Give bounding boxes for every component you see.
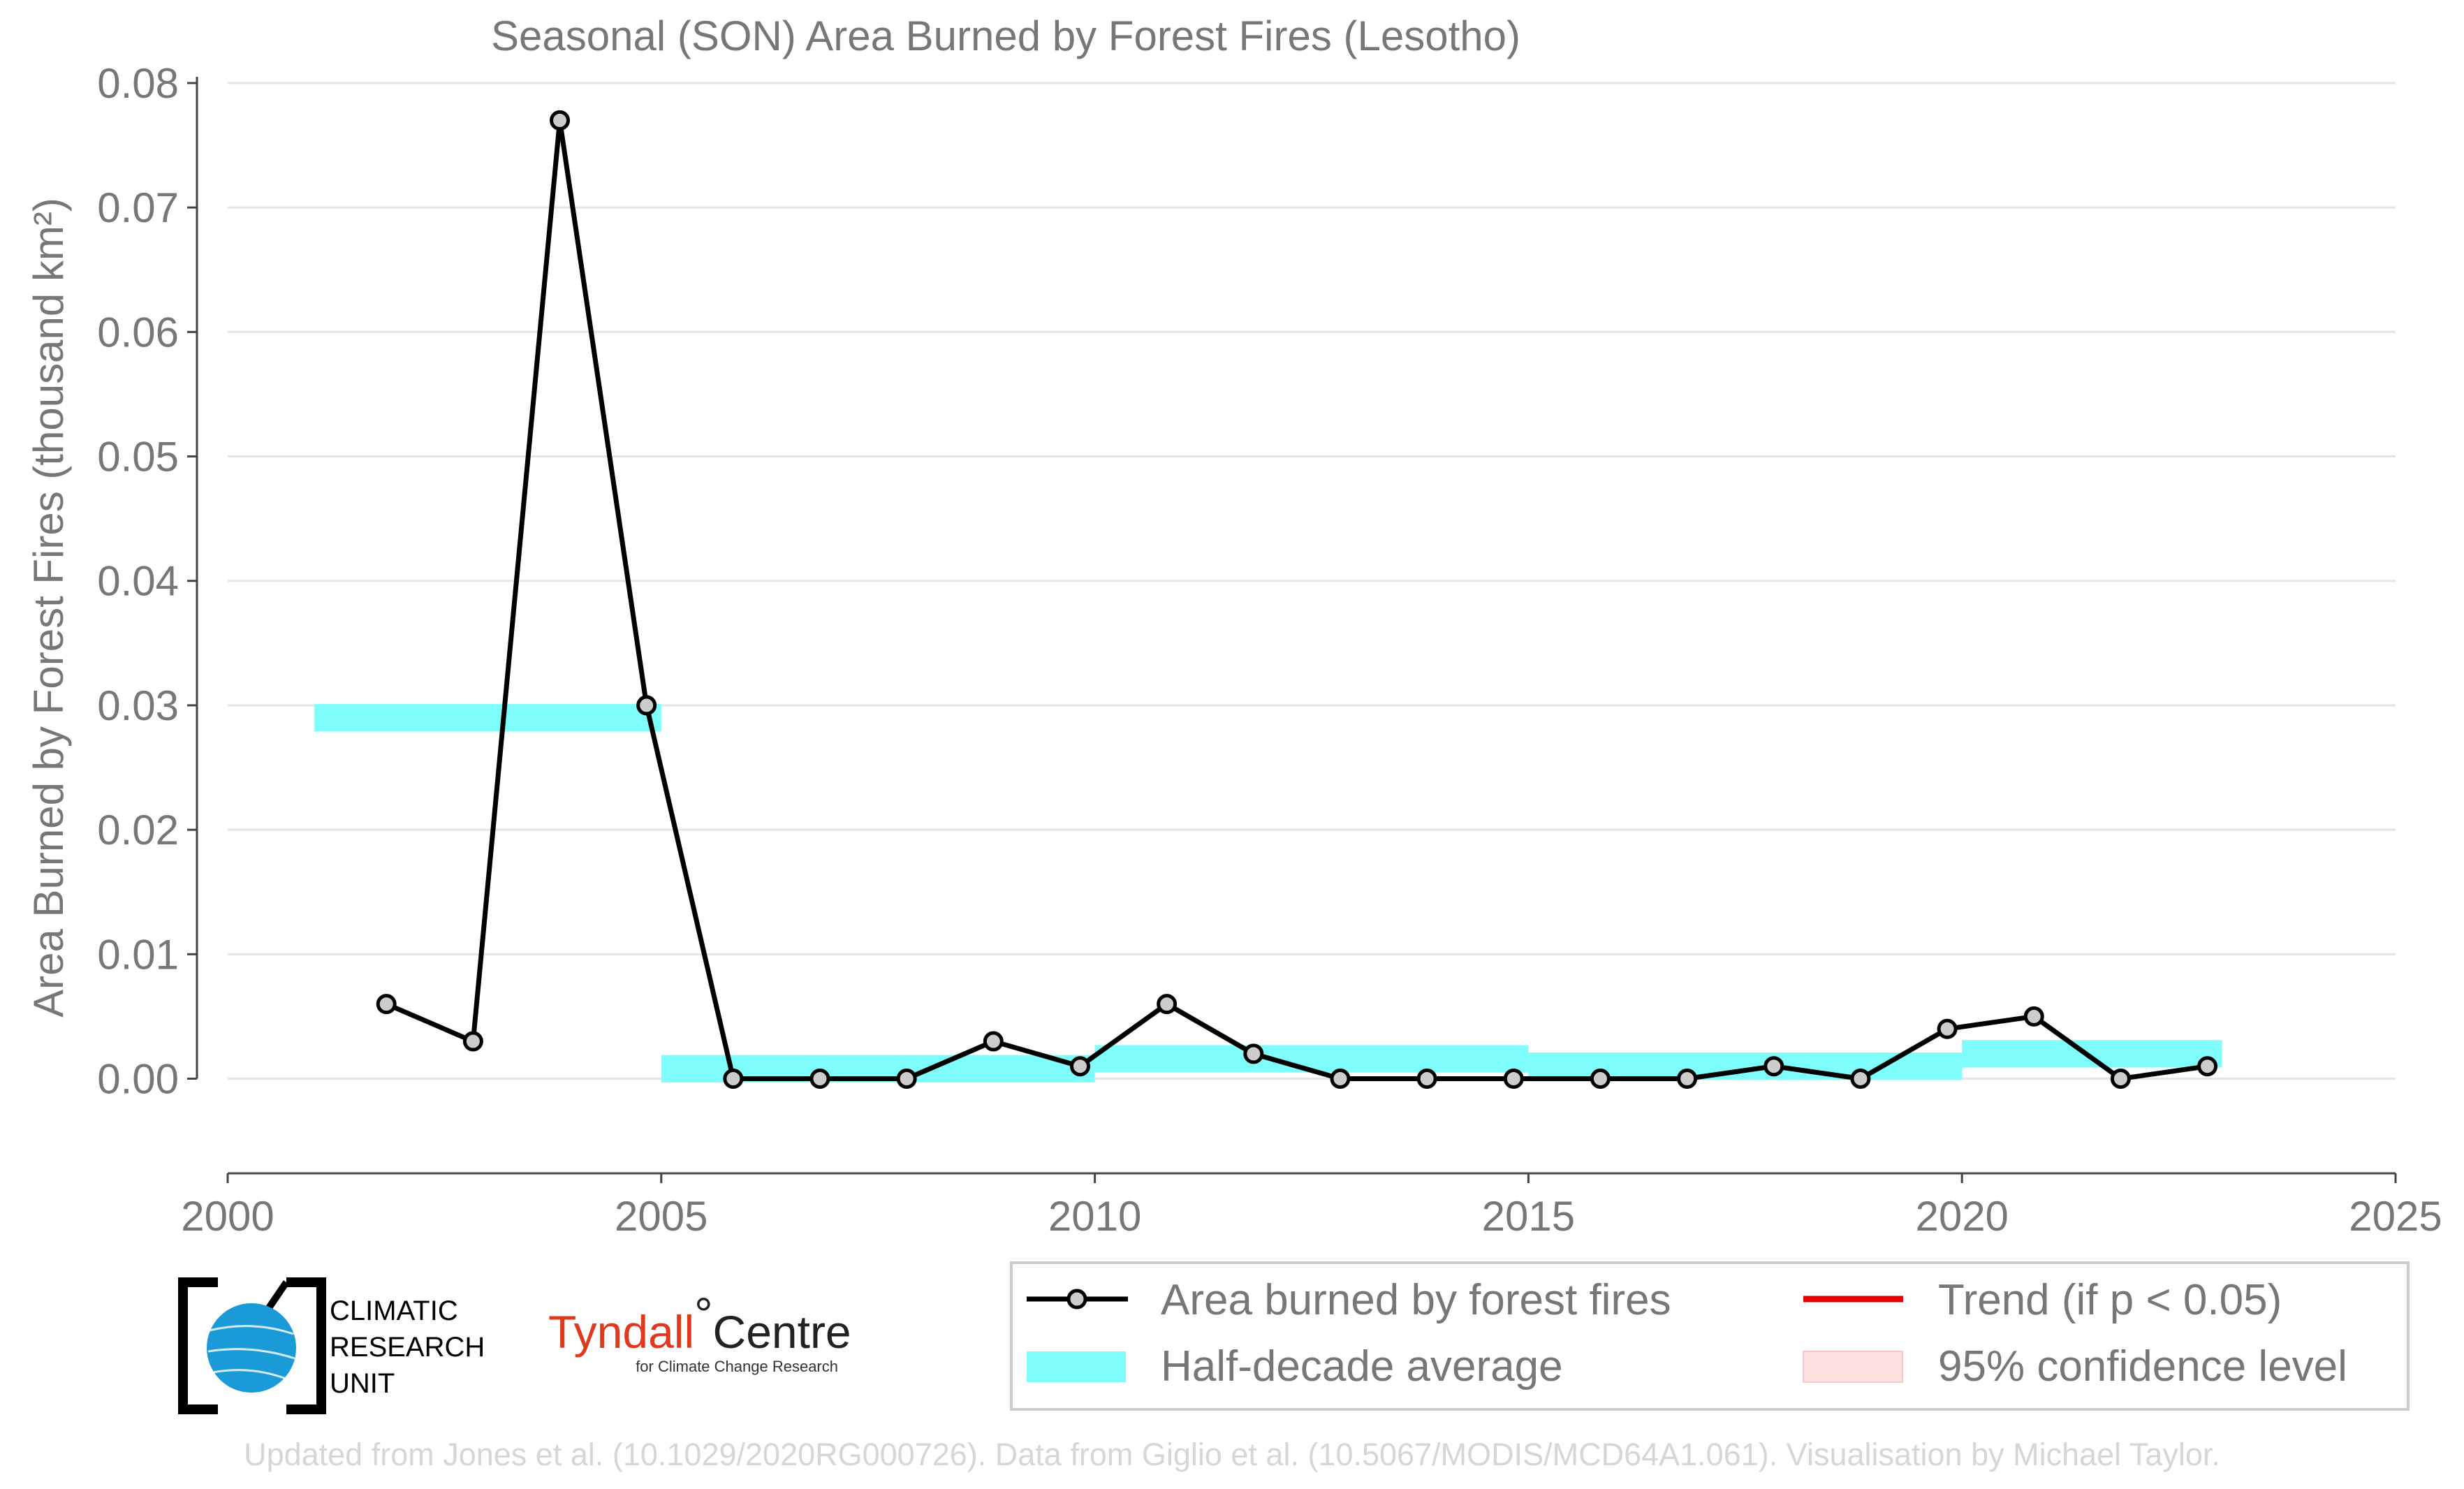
legend-label-half-decade: Half-decade average (1161, 1342, 1563, 1391)
y-axis-label: Area Burned by Forest Fires (thousand km… (25, 198, 72, 1018)
cru-text-line3: UNIT (330, 1368, 395, 1399)
legend-band-swatch (1027, 1351, 1126, 1382)
x-tick-label: 2015 (1482, 1193, 1575, 1240)
data-point (1157, 994, 1178, 1015)
y-tick-label: 0.04 (97, 558, 179, 605)
legend-marker-swatch (1066, 1289, 1087, 1310)
cru-bracket-left (178, 1277, 218, 1414)
cru-bracket-right (286, 1277, 326, 1414)
legend-label-confidence: 95% confidence level (1938, 1342, 2347, 1391)
legend-label-area-burned: Area burned by forest fires (1161, 1276, 1671, 1324)
legend-entry-area-burned: Area burned by forest fires (1027, 1276, 1671, 1324)
y-tick-label: 0.07 (97, 184, 179, 231)
y-tick-label: 0.08 (97, 60, 179, 107)
data-point (2110, 1069, 2131, 1090)
footer-credits: Updated from Jones et al. (10.1029/2020R… (244, 1437, 2220, 1472)
x-tick-label: 2010 (1048, 1193, 1141, 1240)
globe-icon (207, 1303, 296, 1393)
half-decade-band (314, 704, 661, 732)
half-decade-bands (314, 704, 2222, 1083)
tyndall-subtitle: for Climate Change Research (636, 1358, 838, 1375)
y-tick-label: 0.03 (97, 682, 179, 729)
gridlines (228, 82, 2396, 1080)
series-line (385, 117, 2208, 1082)
data-point (1416, 1069, 1437, 1090)
legend: Area burned by forest fires Trend (if p … (1010, 1261, 2410, 1411)
data-point (1069, 1056, 1090, 1077)
data-point (2197, 1056, 2218, 1077)
x-tick-label: 2020 (1915, 1193, 2008, 1240)
chart-title: Seasonal (SON) Area Burned by Forest Fir… (491, 13, 1520, 59)
data-point (1763, 1056, 1784, 1077)
data-point (1590, 1069, 1611, 1090)
data-point (636, 695, 657, 716)
y-tick-label: 0.01 (97, 931, 179, 978)
tyndall-wordmark: Tyndall°Centre (548, 1288, 851, 1358)
tyndall-logo: Tyndall°Centre for Climate Change Resear… (548, 1288, 851, 1375)
data-point (896, 1069, 917, 1090)
data-point (1503, 1069, 1524, 1090)
data-point (723, 1069, 744, 1090)
data-point (2023, 1006, 2044, 1027)
y-tick-label: 0.06 (97, 309, 179, 355)
legend-label-trend: Trend (if p < 0.05) (1938, 1276, 2282, 1324)
y-tick-label: 0.02 (97, 807, 179, 853)
data-point (809, 1069, 830, 1090)
x-tick-label: 2025 (2349, 1193, 2442, 1240)
data-point (1330, 1069, 1351, 1090)
legend-box (1010, 1261, 2410, 1411)
legend-entry-trend: Trend (if p < 0.05) (1803, 1276, 2282, 1324)
half-decade-band (1962, 1040, 2222, 1068)
data-point (983, 1031, 1004, 1052)
data-point (1937, 1018, 1958, 1039)
series-area-burned (376, 110, 2218, 1090)
data-point (550, 110, 571, 131)
y-tick-label: 0.05 (97, 434, 179, 481)
cru-logo: CLIMATIC RESEARCH UNIT (178, 1277, 485, 1414)
data-point (376, 994, 397, 1015)
legend-entry-half-decade: Half-decade average (1027, 1342, 1563, 1391)
data-point (1850, 1069, 1871, 1090)
data-point (462, 1031, 483, 1052)
cru-text-line1: CLIMATIC (330, 1296, 458, 1326)
data-point (1243, 1043, 1264, 1064)
x-tick-label: 2005 (615, 1193, 707, 1240)
data-point (1677, 1069, 1698, 1090)
globe-lines (207, 1325, 295, 1381)
legend-confidence-swatch (1803, 1351, 1903, 1383)
cru-text-line2: RESEARCH (330, 1332, 485, 1363)
axes: 0.00 0.01 0.02 0.03 0.04 0.05 0.06 0.07 0.08 2000… (97, 60, 2442, 1240)
half-decade-band (1094, 1045, 1529, 1073)
legend-entry-confidence: 95% confidence level (1803, 1342, 2347, 1391)
y-tick-label: 0.00 (97, 1056, 179, 1103)
x-tick-label: 2000 (181, 1193, 274, 1240)
